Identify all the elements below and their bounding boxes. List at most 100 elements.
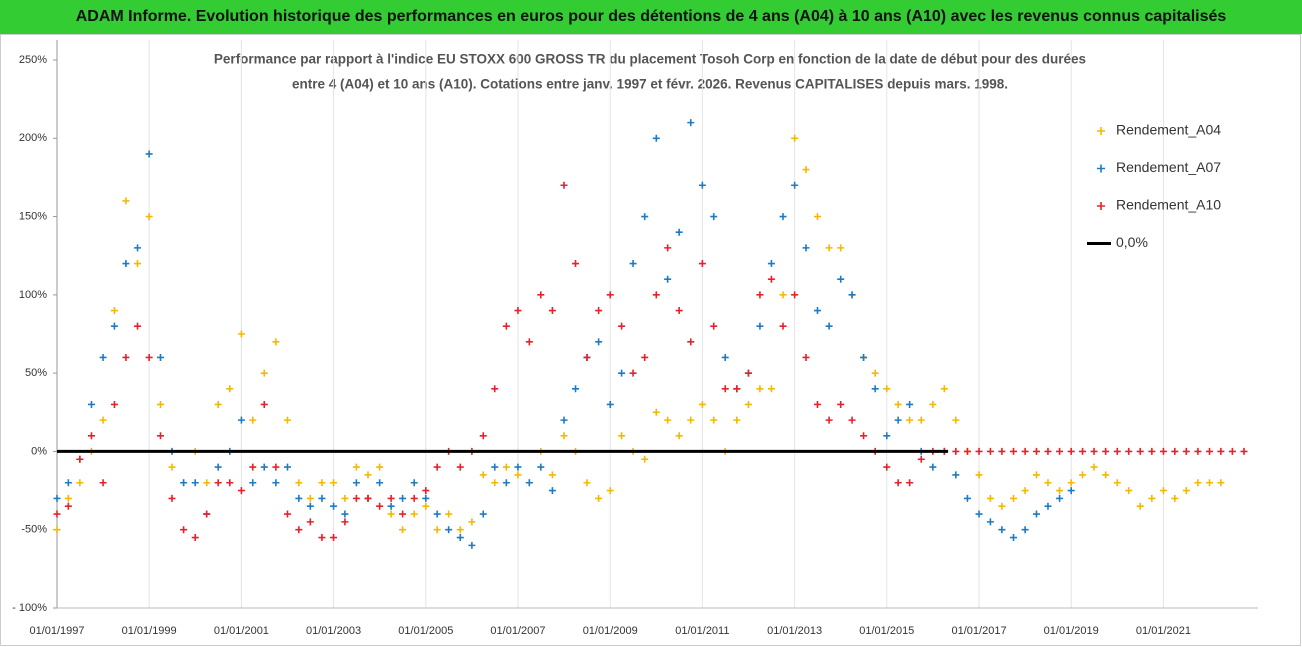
data-point [767,260,775,268]
data-point [525,479,533,487]
data-point [352,463,360,471]
data-point [491,463,499,471]
data-point [87,432,95,440]
data-point [376,502,384,510]
data-point [76,455,84,463]
data-point [249,416,257,424]
data-point [364,471,372,479]
data-point [168,463,176,471]
data-point [767,385,775,393]
data-point [387,502,395,510]
data-point [387,510,395,518]
data-point [64,494,72,502]
data-point [1102,447,1110,455]
data-point [687,338,695,346]
data-point [422,494,430,502]
data-point [376,463,384,471]
data-point [1148,447,1156,455]
data-point [191,479,199,487]
data-point [433,526,441,534]
data-point [122,197,130,205]
data-point [1021,447,1029,455]
data-point [698,181,706,189]
data-point [283,510,291,518]
data-point [249,479,257,487]
data-point [813,307,821,315]
data-point [1090,447,1098,455]
data-point [237,416,245,424]
data-point [998,502,1006,510]
data-point [1010,494,1018,502]
data-point [341,518,349,526]
data-point [560,416,568,424]
x-tick-label: 01/01/2003 [306,625,361,637]
data-point [779,322,787,330]
data-point [952,471,960,479]
data-point [975,510,983,518]
x-tick-label: 01/01/2007 [490,625,545,637]
data-point [1182,447,1190,455]
legend-swatch [1097,202,1105,210]
data-point [618,322,626,330]
data-point [548,487,556,495]
data-point [606,291,614,299]
data-point [641,353,649,361]
data-point [445,510,453,518]
data-point [998,447,1006,455]
data-point [618,432,626,440]
data-point [110,322,118,330]
data-point [986,494,994,502]
data-point [675,432,683,440]
data-point [1021,526,1029,534]
data-point [986,447,994,455]
y-tick-label: 200% [19,132,47,144]
data-point [710,322,718,330]
data-point [237,330,245,338]
data-point [514,463,522,471]
y-tick-label: 150% [19,210,47,222]
data-point [479,471,487,479]
data-point [330,534,338,542]
data-point [998,526,1006,534]
data-point [157,353,165,361]
data-point [318,534,326,542]
data-point [214,400,222,408]
data-point [352,494,360,502]
data-point [1136,502,1144,510]
data-point [203,510,211,518]
data-point [352,479,360,487]
data-point [502,479,510,487]
data-point [456,534,464,542]
data-point [99,416,107,424]
chart-subtitle: Performance par rapport à l'indice EU ST… [214,52,1086,67]
x-tick-label: 01/01/2001 [214,625,269,637]
data-point [53,494,61,502]
data-point [99,479,107,487]
data-point [1067,447,1075,455]
data-point [1032,471,1040,479]
data-point [1206,479,1214,487]
data-point [629,369,637,377]
data-point [1206,447,1214,455]
data-point [145,353,153,361]
data-point [606,400,614,408]
y-tick-label: 250% [19,54,47,66]
data-point [87,400,95,408]
data-point [1067,487,1075,495]
data-point [445,526,453,534]
data-point [698,400,706,408]
data-point [675,307,683,315]
data-point [1056,447,1064,455]
data-point [364,494,372,502]
data-point [1217,447,1225,455]
data-point [134,322,142,330]
data-point [272,338,280,346]
data-point [837,275,845,283]
data-point [1182,487,1190,495]
data-point [180,479,188,487]
data-point [791,291,799,299]
data-point [1125,447,1133,455]
data-point [76,479,84,487]
data-point [572,260,580,268]
